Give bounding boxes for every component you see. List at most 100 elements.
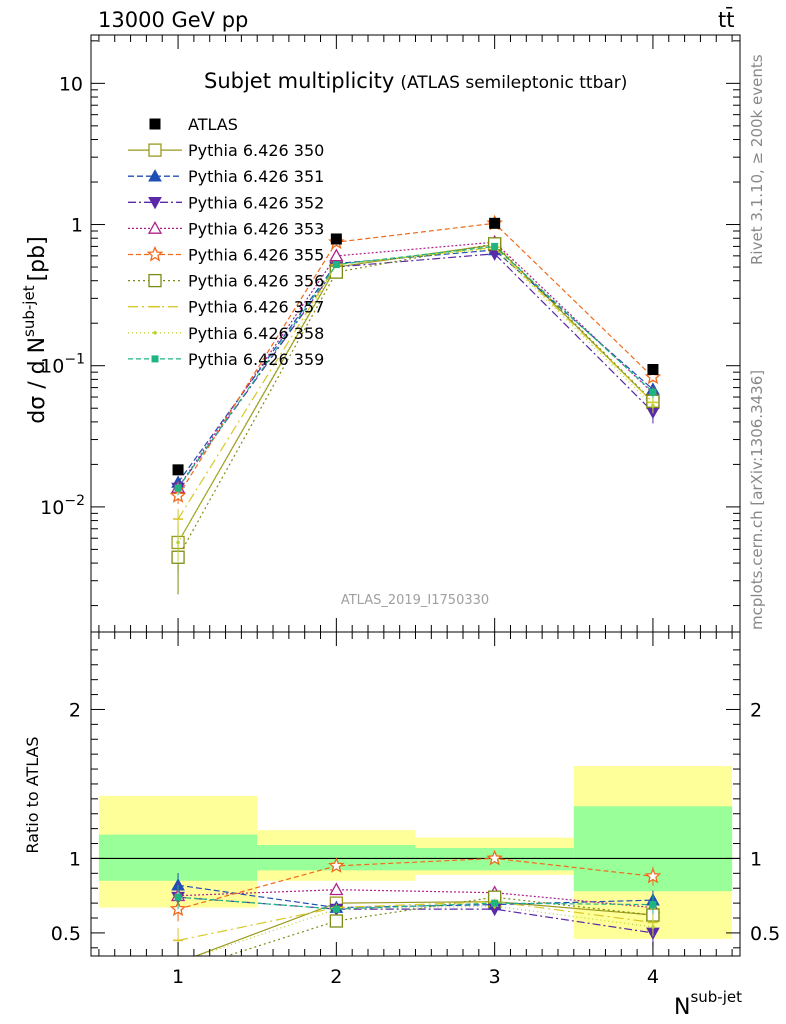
ratio-point (644, 867, 662, 884)
ratio-point (328, 857, 345, 873)
series-line (177, 241, 654, 488)
ratio-panel: 0.5 0.5 1 1 2 2 1 2 3 4 (51, 631, 780, 988)
ratio-series-5 (169, 849, 662, 922)
legend-marker (147, 221, 163, 234)
series-line (177, 243, 654, 558)
ratio-point (329, 914, 344, 928)
x-axis-label: Nsub-jet (674, 988, 742, 1020)
legend-item-6: Pythia 6.426 356 (128, 272, 324, 291)
legend-marker (151, 355, 159, 363)
legend-label: Pythia 6.426 358 (188, 324, 324, 343)
atlas-point (489, 217, 501, 229)
ratio-line (178, 884, 653, 909)
data-point (174, 484, 182, 492)
legend-label: ATLAS (188, 115, 238, 134)
legend-item-atlas: ATLAS (149, 115, 238, 134)
legend-item-9: Pythia 6.426 359 (128, 350, 324, 369)
ratio-series-6 (177, 890, 660, 956)
ratio-y-axis-label: Ratio to ATLAS (23, 736, 42, 853)
atlas-point (172, 464, 184, 476)
ratio-point (491, 899, 499, 907)
legend-label: Pythia 6.426 351 (188, 167, 324, 186)
ratio-y-tick-label-right: 0.5 (750, 923, 780, 945)
rivet-version-label: Rivet 3.1.10, ≥ 200k events (748, 54, 766, 265)
legend-label: Pythia 6.426 357 (188, 298, 324, 317)
ratio-line (224, 896, 653, 956)
series-line (177, 222, 654, 497)
ratio-line (178, 896, 653, 934)
ratio-point (329, 882, 344, 896)
data-point (332, 261, 340, 269)
legend-marker (148, 143, 162, 157)
series-9 (174, 242, 657, 496)
data-point (329, 248, 344, 262)
legend-label: Pythia 6.426 359 (188, 350, 324, 369)
series-6 (171, 237, 660, 595)
ratio-y-tick-label: 1 (69, 848, 81, 870)
top-panel: 10 1 10−1 10−2 Subjet multiplicity (ATLAS se… (40, 34, 741, 633)
y-tick-label: 10−2 (40, 493, 85, 519)
legend-item-1: Pythia 6.426 350 (128, 141, 324, 160)
ratio-line (178, 896, 653, 910)
legend-label: Pythia 6.426 355 (188, 246, 324, 265)
ratio-point (649, 901, 657, 909)
legend-marker (146, 245, 164, 262)
legend-label: Pythia 6.426 353 (188, 219, 324, 238)
legend-item-5: Pythia 6.426 355 (128, 246, 324, 265)
legend-marker (148, 197, 162, 210)
series-line (177, 246, 654, 520)
header-process: tt̄ (718, 7, 734, 32)
legend-marker (153, 331, 157, 335)
legend-item-7: Pythia 6.426 357 (128, 298, 324, 317)
x-tick-label: 4 (647, 966, 659, 988)
ratio-line (194, 900, 653, 956)
ratio-y-tick-label-right: 2 (750, 699, 762, 721)
ratio-line (177, 900, 653, 941)
y-tick-label: 10−1 (40, 352, 85, 378)
header-energy: 13000 GeV pp (98, 8, 248, 32)
atlas-point (647, 364, 659, 376)
ratio-point (486, 849, 503, 866)
y-tick-label: 1 (71, 215, 83, 237)
ratio-y-tick-label: 0.5 (51, 923, 81, 945)
legend-label: Pythia 6.426 352 (188, 193, 324, 212)
atlas-series (172, 217, 659, 476)
legend-item-8: Pythia 6.426 358 (128, 324, 324, 343)
legend-item-3: Pythia 6.426 352 (128, 193, 324, 212)
y-axis-label: dσ / d Nsub-jet[pb] (20, 236, 50, 423)
atlas-point (330, 233, 342, 245)
legend-marker (148, 169, 162, 182)
ratio-point (332, 905, 340, 913)
x-tick-label: 3 (489, 966, 501, 988)
mcplots-label: mcplots.cern.ch [arXiv:1306.3436] (748, 370, 766, 630)
x-tick-label: 1 (172, 966, 184, 988)
ratio-y-tick-label-right: 1 (750, 848, 762, 870)
data-point (491, 242, 499, 250)
data-point (651, 404, 655, 408)
legend-marker (149, 118, 161, 130)
y-tick-label: 10 (59, 73, 83, 95)
ratio-point (174, 893, 182, 901)
data-point (649, 388, 657, 396)
legend: ATLAS Pythia 6.426 350 Pythia 6.426 351 Pyt… (128, 115, 324, 369)
watermark: ATLAS_2019_I1750330 (341, 593, 489, 608)
legend-label: Pythia 6.426 350 (188, 141, 324, 160)
series-line (177, 247, 654, 543)
ratio-line (177, 857, 653, 910)
data-point (176, 540, 180, 545)
ratio-point (176, 961, 180, 965)
legend-item-4: Pythia 6.426 353 (128, 219, 324, 238)
plot-title-sub: (ATLAS semileptonic ttbar) (400, 73, 627, 93)
series-line (177, 253, 654, 489)
x-tick-label: 2 (330, 966, 342, 988)
plot-title: Subjet multiplicity (ATLAS semileptonic t… (204, 69, 627, 93)
legend-item-2: Pythia 6.426 351 (128, 167, 324, 186)
plot-title-main: Subjet multiplicity (204, 69, 394, 93)
ratio-y-tick-label: 2 (69, 699, 81, 721)
ratio-point (651, 925, 655, 929)
legend-marker (148, 273, 162, 288)
ratio-series-9 (174, 885, 657, 915)
legend-label: Pythia 6.426 356 (188, 272, 324, 291)
ratio-line (178, 889, 653, 909)
